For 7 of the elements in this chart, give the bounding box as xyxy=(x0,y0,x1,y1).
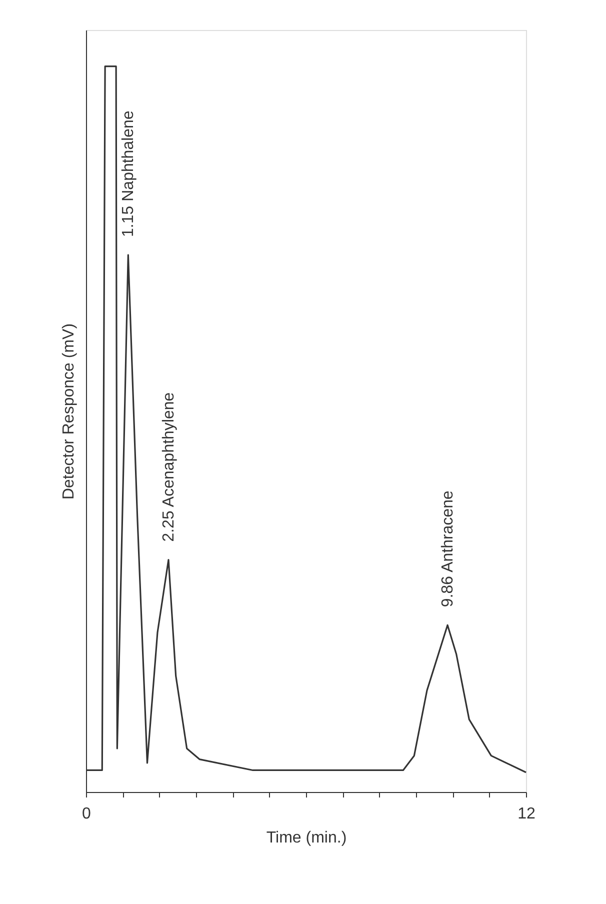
annotation: 1.15 Naphthalene xyxy=(120,110,138,237)
x-axis-title: Time (min.) xyxy=(266,830,347,846)
annotation: 9.86 Anthracene xyxy=(440,490,457,608)
annotation: 2.25 Acenaphthylene xyxy=(160,392,178,542)
y-axis-title: Detector Responce (mV) xyxy=(60,323,78,500)
x-tick-label: 0 xyxy=(82,806,92,822)
x-tick-label: 12 xyxy=(518,806,536,822)
